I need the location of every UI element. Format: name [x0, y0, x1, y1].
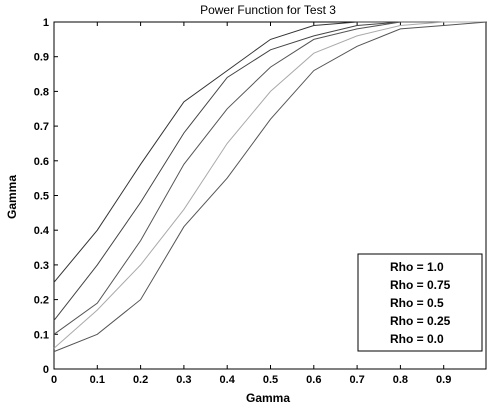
series-line-2 — [53, 21, 487, 335]
legend-item-label: Rho = 0.75 — [390, 278, 451, 292]
y-tick-label: 0.9 — [34, 52, 49, 64]
series-lines — [53, 21, 487, 353]
x-tick-label: 0.4 — [220, 374, 236, 386]
y-tick-label: 1 — [43, 17, 49, 29]
y-axis-title: Gamma — [5, 175, 19, 219]
x-tick-label: 0.5 — [263, 374, 278, 386]
y-tick-label: 0.4 — [34, 225, 50, 237]
x-axis: 0 0.1 0.2 0.3 0.4 0.5 0.6 0.7 0.8 0.9 — [51, 22, 451, 386]
y-tick-label: 0.5 — [34, 191, 49, 203]
x-tick-label: 0.6 — [306, 374, 321, 386]
x-tick-label: 0.3 — [176, 374, 191, 386]
x-tick-label: 0 — [51, 374, 57, 386]
x-tick-label: 0.2 — [133, 374, 148, 386]
y-axis: 0 0.1 0.2 0.3 0.4 0.5 0.6 0.7 0.8 0.9 1 — [34, 17, 58, 376]
legend-item-label: Rho = 0.25 — [390, 314, 451, 328]
series-line-3 — [53, 21, 487, 349]
x-axis-title: Gamma — [246, 391, 290, 405]
y-tick-label: 0.7 — [34, 121, 49, 133]
y-tick-label: 0.1 — [34, 329, 49, 341]
legend-box — [357, 253, 483, 352]
legend-item-label: Rho = 0.5 — [390, 296, 444, 310]
y-tick-label: 0.6 — [34, 156, 49, 168]
y-tick-label: 0 — [43, 364, 49, 376]
x-tick-label: 0.7 — [349, 374, 364, 386]
chart-title: Power Function for Test 3 — [200, 3, 336, 17]
x-tick-label: 0.9 — [436, 374, 451, 386]
y-tick-label: 0.3 — [34, 260, 49, 272]
legend: Rho = 1.0 Rho = 0.75 Rho = 0.5 Rho = 0.25 Rh… — [357, 253, 483, 352]
legend-item-label: Rho = 1.0 — [390, 260, 444, 274]
y-tick-label: 0.8 — [34, 86, 49, 98]
x-tick-label: 0.8 — [393, 374, 408, 386]
series-line-4 — [53, 21, 487, 353]
x-tick-label: 0.1 — [90, 374, 105, 386]
legend-item-label: Rho = 0.0 — [390, 332, 444, 346]
y-tick-label: 0.2 — [34, 295, 49, 307]
